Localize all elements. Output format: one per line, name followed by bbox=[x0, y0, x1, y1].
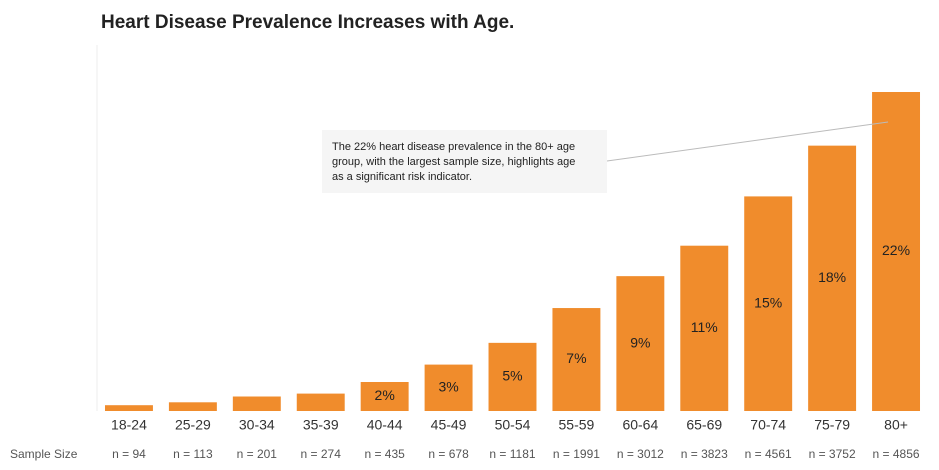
bar bbox=[680, 245, 729, 411]
chart-title: Heart Disease Prevalence Increases with … bbox=[101, 12, 514, 33]
annotation-text: group, with the largest sample size, hig… bbox=[332, 156, 575, 168]
bar bbox=[104, 405, 153, 411]
sample-size: n = 113 bbox=[173, 447, 213, 461]
value-label: 7% bbox=[566, 350, 586, 366]
value-label: 2% bbox=[375, 387, 395, 403]
x-tick-label: 30-34 bbox=[239, 417, 275, 433]
x-tick-label: 18-24 bbox=[111, 417, 147, 433]
sample-size: n = 201 bbox=[237, 447, 278, 461]
bar bbox=[360, 382, 409, 411]
x-tick-label: 35-39 bbox=[303, 417, 339, 433]
x-tick-label: 55-59 bbox=[559, 417, 595, 433]
sample-size: n = 678 bbox=[428, 447, 469, 461]
sample-size: n = 4561 bbox=[745, 447, 792, 461]
value-label: 15% bbox=[754, 294, 782, 310]
sample-size-label: Sample Size bbox=[10, 447, 78, 461]
value-label: 9% bbox=[630, 334, 650, 350]
sample-size: n = 1181 bbox=[489, 447, 535, 461]
sample-size: n = 1991 bbox=[553, 447, 600, 461]
bar bbox=[616, 276, 665, 411]
bar bbox=[168, 402, 217, 411]
bar bbox=[296, 393, 345, 411]
value-label: 11% bbox=[691, 319, 718, 335]
x-tick-label: 70-74 bbox=[750, 417, 786, 433]
bar bbox=[552, 308, 601, 411]
value-label: 5% bbox=[502, 368, 522, 384]
sample-size: n = 274 bbox=[301, 447, 342, 461]
sample-size: n = 3012 bbox=[617, 447, 664, 461]
x-tick-label: 60-64 bbox=[622, 417, 658, 433]
sample-size: n = 435 bbox=[364, 447, 405, 461]
bar bbox=[808, 145, 857, 411]
bar bbox=[232, 396, 281, 411]
x-tick-label: 75-79 bbox=[814, 417, 850, 433]
value-label: 18% bbox=[818, 269, 846, 285]
bar bbox=[744, 196, 793, 411]
annotation-box bbox=[322, 130, 607, 193]
x-tick-label: 50-54 bbox=[495, 417, 531, 433]
annotation-connector bbox=[606, 121, 889, 162]
bar bbox=[872, 92, 921, 411]
annotation-text: as a significant risk indicator. bbox=[332, 171, 472, 183]
x-tick-label: 65-69 bbox=[686, 417, 722, 433]
sample-size: n = 94 bbox=[112, 447, 146, 461]
value-label: 3% bbox=[438, 379, 458, 395]
bar bbox=[424, 364, 473, 411]
x-tick-label: 80+ bbox=[884, 417, 908, 433]
sample-size: n = 3752 bbox=[809, 447, 856, 461]
x-tick-label: 25-29 bbox=[175, 417, 211, 433]
x-tick-label: 45-49 bbox=[431, 417, 467, 433]
sample-size: n = 3823 bbox=[681, 447, 728, 461]
annotation-text: The 22% heart disease prevalence in the … bbox=[332, 141, 575, 153]
bar bbox=[488, 342, 537, 411]
value-label: 22% bbox=[882, 242, 910, 258]
sample-size: n = 4856 bbox=[873, 447, 920, 461]
x-tick-label: 40-44 bbox=[367, 417, 403, 433]
